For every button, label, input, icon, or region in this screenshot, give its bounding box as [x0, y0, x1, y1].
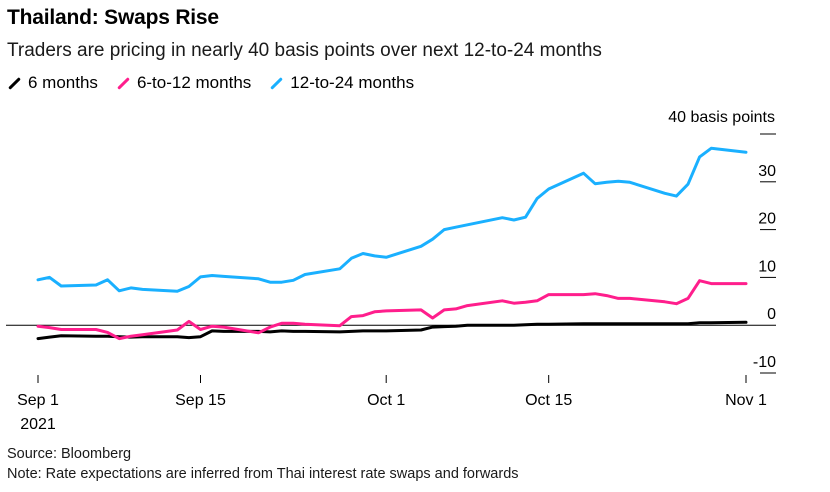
- y-tick-label: 0: [767, 306, 776, 323]
- y-tick-label: 30: [758, 163, 776, 180]
- line-chart: 40 basis points -10 0 10 20 30 Sep 1 2021 Sep …: [6, 109, 776, 433]
- legend-item-6-to-12-months: 6-to-12 months: [116, 73, 251, 93]
- series-line-6-to-12-months: [36, 279, 748, 341]
- series-line-6-months: [36, 320, 748, 341]
- chart-subtitle: Traders are pricing in nearly 40 basis p…: [7, 40, 602, 61]
- source-note: Source: Bloomberg: [7, 446, 132, 462]
- series-line-12-to-24-months: [36, 146, 748, 293]
- legend-label-12-to-24-months: 12-to-24 months: [290, 73, 415, 92]
- legend: 6 months 6-to-12 months 12-to-24 months: [7, 73, 414, 93]
- x-tick-label: Nov 1: [725, 392, 767, 409]
- chart-title: Thailand: Swaps Rise: [7, 6, 219, 29]
- x-tick-label: Oct 1: [367, 392, 405, 409]
- x-tick-sublabel: 2021: [20, 416, 56, 433]
- footnote: Note: Rate expectations are inferred fro…: [7, 466, 519, 482]
- legend-item-6-months: 6 months: [7, 73, 98, 93]
- x-tick-label: Sep 1: [17, 392, 59, 409]
- y-axis-unit-label: 40 basis points: [668, 109, 775, 126]
- y-tick-label: -10: [753, 354, 776, 371]
- y-tick-label: 10: [758, 258, 776, 275]
- x-tick-label: Oct 15: [525, 392, 572, 409]
- legend-label-6-months: 6 months: [28, 73, 98, 92]
- x-tick-label: Sep 15: [175, 392, 226, 409]
- y-tick-label: 20: [758, 211, 776, 228]
- legend-item-12-to-24-months: 12-to-24 months: [269, 73, 414, 93]
- legend-label-6-to-12-months: 6-to-12 months: [136, 73, 252, 92]
